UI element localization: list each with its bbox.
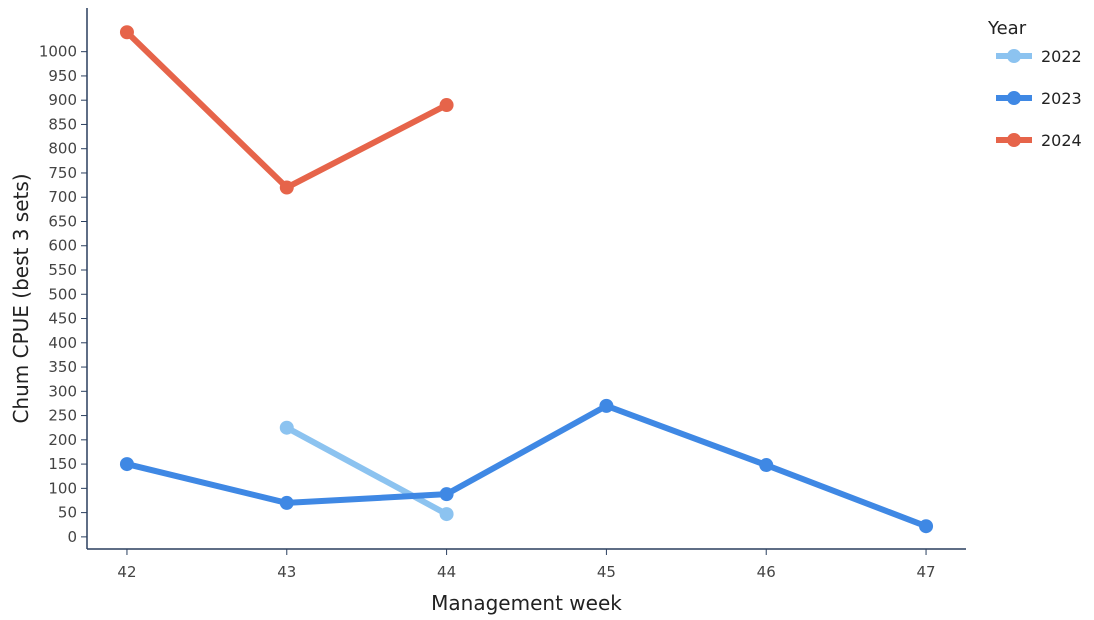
legend-item-2023[interactable]: 2023 — [996, 89, 1082, 108]
x-tick-label: 47 — [916, 563, 935, 581]
y-tick-label: 50 — [58, 504, 77, 522]
series-line-2024 — [123, 29, 450, 191]
data-point-2023[interactable] — [119, 457, 134, 472]
data-point-2023[interactable] — [439, 487, 454, 502]
y-tick-label: 300 — [48, 382, 77, 400]
legend-item-2022[interactable]: 2022 — [996, 47, 1082, 66]
y-tick-label: 350 — [48, 358, 77, 376]
legend[interactable]: Year 2022 2023 2024 — [987, 18, 1082, 150]
legend-swatch-marker — [1007, 133, 1021, 147]
y-tick-label: 250 — [48, 407, 77, 425]
legend-label: 2024 — [1041, 131, 1082, 150]
x-tick-label: 42 — [117, 563, 136, 581]
data-point-2023[interactable] — [759, 458, 774, 473]
data-point-2022[interactable] — [439, 507, 454, 522]
y-tick-label: 600 — [48, 237, 77, 255]
y-tick-label: 900 — [48, 91, 77, 109]
y-tick-label: 750 — [48, 164, 77, 182]
y-tick-label: 200 — [48, 431, 77, 449]
y-tick-label: 550 — [48, 261, 77, 279]
y-tick-label: 800 — [48, 140, 77, 158]
data-point-2024[interactable] — [279, 180, 294, 195]
series-line-2023 — [123, 402, 930, 530]
y-axis-ticks: 0 50 100 150 200 250 300 350 400 450 500 550 600 650 7… — [39, 43, 87, 546]
y-tick-label: 1000 — [39, 43, 77, 61]
series-2022 — [279, 420, 454, 522]
legend-swatch-marker — [1007, 91, 1021, 105]
data-point-2024[interactable] — [119, 25, 134, 40]
series-2023 — [119, 398, 934, 534]
y-tick-label: 650 — [48, 212, 77, 230]
y-tick-label: 950 — [48, 67, 77, 85]
data-point-2023[interactable] — [599, 398, 614, 413]
x-axis-title: Management week — [431, 591, 622, 615]
y-tick-label: 850 — [48, 115, 77, 133]
y-tick-label: 400 — [48, 334, 77, 352]
legend-title: Year — [987, 18, 1027, 39]
x-tick-label: 43 — [277, 563, 296, 581]
x-tick-label: 45 — [597, 563, 616, 581]
legend-swatch-marker — [1007, 49, 1021, 63]
y-tick-label: 150 — [48, 455, 77, 473]
y-tick-label: 700 — [48, 188, 77, 206]
legend-label: 2023 — [1041, 89, 1082, 108]
x-tick-label: 46 — [757, 563, 776, 581]
data-point-2023[interactable] — [279, 495, 294, 510]
y-tick-label: 450 — [48, 310, 77, 328]
y-tick-label: 500 — [48, 285, 77, 303]
legend-item-2024[interactable]: 2024 — [996, 131, 1082, 150]
data-point-2022[interactable] — [279, 420, 294, 435]
legend-label: 2022 — [1041, 47, 1082, 66]
series-line-2022 — [283, 424, 450, 518]
y-axis-title: Chum CPUE (best 3 sets) — [9, 173, 33, 423]
data-point-2023[interactable] — [919, 519, 934, 534]
x-tick-label: 44 — [437, 563, 456, 581]
x-axis-ticks: 42 43 44 45 46 47 — [117, 549, 936, 581]
data-point-2024[interactable] — [439, 98, 454, 113]
series-layer — [119, 25, 934, 534]
y-tick-label: 0 — [67, 528, 77, 546]
series-2024 — [119, 25, 454, 195]
y-tick-label: 100 — [48, 479, 77, 497]
legend-items: 2022 2023 2024 — [996, 47, 1082, 150]
